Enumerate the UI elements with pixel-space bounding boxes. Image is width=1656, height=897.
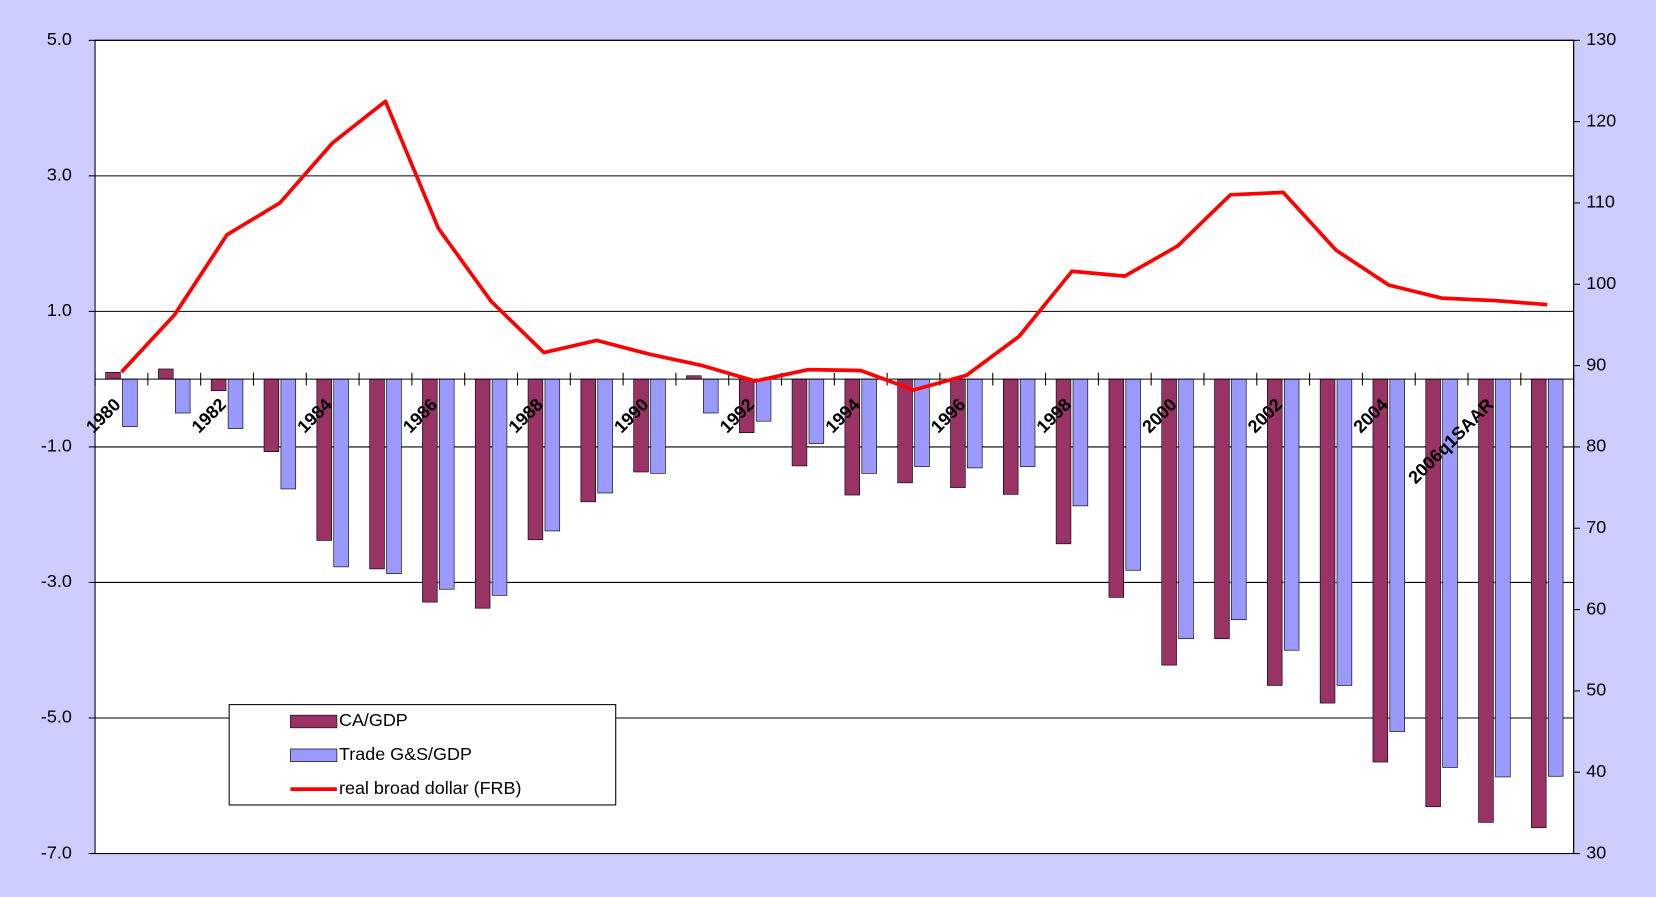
legend-swatch (290, 714, 338, 729)
bar (897, 378, 913, 484)
bar (1214, 378, 1230, 640)
y-tick-label: -5.0 (41, 707, 72, 727)
bar (369, 378, 385, 570)
bar (1495, 378, 1511, 778)
legend-label: real broad dollar (FRB) (339, 778, 521, 798)
bar (227, 378, 244, 429)
y2-tick-label: 70 (1586, 517, 1606, 537)
bar (544, 378, 561, 532)
bar (755, 378, 772, 422)
bar (650, 378, 666, 474)
bar (1231, 378, 1247, 621)
bar (1336, 378, 1353, 686)
y2-tick-label: 40 (1586, 761, 1606, 781)
bar (1531, 378, 1547, 829)
bar (1372, 378, 1389, 763)
bar (861, 378, 877, 474)
y2-tick-label: 100 (1586, 273, 1616, 293)
y-tick-label: -3.0 (41, 571, 72, 591)
bar (1002, 378, 1019, 495)
y-tick-label: 5.0 (47, 29, 72, 49)
bar (1283, 378, 1300, 651)
y2-tick-label: 90 (1586, 354, 1606, 374)
legend: CA/GDP Trade G&S/GDP real broad dollar (FR… (228, 704, 617, 806)
y2-tick-label: 120 (1586, 110, 1616, 130)
bar (1125, 378, 1141, 571)
bar (263, 378, 280, 452)
bar (122, 378, 138, 427)
y2-tick-label: 30 (1586, 842, 1606, 862)
bar (808, 378, 825, 444)
legend-swatch (290, 748, 338, 762)
bar (967, 378, 983, 469)
y-tick-label: -1.0 (41, 436, 72, 456)
bar (1108, 378, 1125, 598)
bar (174, 378, 191, 414)
bar (703, 378, 719, 414)
bar (1547, 378, 1564, 777)
legend-label: CA/GDP (339, 710, 408, 730)
bar (1072, 378, 1089, 507)
y2-tick-label: 110 (1586, 192, 1615, 212)
bar (491, 378, 508, 596)
bar (280, 378, 297, 490)
y-tick-label: 1.0 (47, 300, 72, 320)
bar (1478, 378, 1494, 823)
bar (333, 378, 349, 568)
bar (439, 378, 455, 590)
bar (1178, 378, 1194, 640)
y2-tick-label: 80 (1586, 436, 1606, 456)
y2-tick-label: 60 (1586, 598, 1606, 618)
line (120, 99, 1548, 392)
y2-tick-label: 130 (1586, 29, 1616, 49)
bar (950, 378, 966, 488)
bar (580, 378, 596, 503)
y2-tick-label: 50 (1586, 680, 1606, 700)
bar (791, 378, 808, 467)
bar (1319, 378, 1336, 704)
bar (633, 378, 649, 473)
bar (474, 378, 491, 609)
bar (597, 378, 613, 494)
legend-label: Trade G&S/GDP (339, 744, 472, 764)
y-tick-label: -7.0 (41, 842, 72, 862)
y-tick-label: 3.0 (47, 165, 72, 185)
bar (386, 378, 402, 574)
bar (158, 368, 174, 380)
bar (210, 378, 227, 391)
bar (1389, 378, 1405, 732)
bar (105, 372, 121, 380)
